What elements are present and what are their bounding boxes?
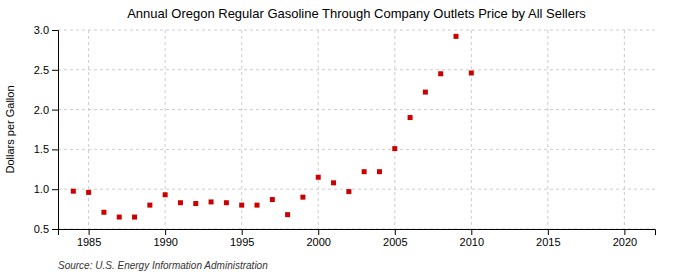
point (377, 169, 382, 174)
point (346, 189, 351, 194)
point (285, 212, 290, 217)
tick: 1.0 (34, 183, 58, 195)
point (423, 90, 428, 95)
point (316, 175, 321, 180)
tick-mark (89, 229, 90, 235)
tick-label: 2020 (613, 236, 637, 248)
grid (58, 30, 655, 229)
point (101, 210, 106, 215)
plot: 1985 1990 1995 2000 2005 2010 2015 2020 0.5 1.0 1.… (34, 24, 656, 248)
chart: 1985 1990 1995 2000 2005 2010 2015 2020 0.5 1.0 1.… (0, 0, 675, 275)
grid-line (58, 109, 655, 110)
point (193, 201, 198, 206)
tick: 0.5 (34, 223, 58, 235)
point (147, 203, 152, 208)
grid-line (318, 30, 319, 229)
tick-mark (52, 229, 58, 230)
point (86, 190, 91, 195)
point (132, 215, 137, 220)
tick-mark (624, 229, 625, 235)
tick-label: 2010 (460, 236, 484, 248)
tick: 1990 (153, 229, 177, 248)
point (392, 146, 397, 151)
tick: 1.5 (34, 143, 58, 155)
tick-mark (165, 229, 166, 235)
point (71, 189, 76, 194)
grid-line (624, 30, 625, 229)
point (408, 115, 413, 120)
tick: 1985 (77, 229, 101, 248)
tick-mark (318, 229, 319, 235)
grid-line (58, 30, 655, 31)
grid-line (241, 30, 242, 229)
tick: 3.0 (34, 24, 58, 36)
tick-label: 3.0 (34, 24, 49, 36)
grid-line (88, 30, 89, 229)
tick-mark (52, 149, 58, 150)
tick-mark (52, 189, 58, 190)
tick: 2000 (306, 229, 330, 248)
tick-mark (548, 229, 549, 235)
point (209, 199, 214, 204)
grid-line (58, 189, 655, 190)
tick: 2.5 (34, 64, 58, 76)
tick-label: 2000 (306, 236, 330, 248)
tick-label: 1985 (77, 236, 101, 248)
point (178, 200, 183, 205)
grid-line (471, 30, 472, 229)
y-axis: 0.5 1.0 1.5 2.0 2.5 3.0 (34, 24, 59, 235)
point (331, 180, 336, 185)
tick-label: 2005 (383, 236, 407, 248)
tick: 2020 (613, 229, 637, 248)
point (255, 203, 260, 208)
tick-mark (52, 70, 58, 71)
title: Annual Oregon Regular Gasoline Through C… (127, 6, 586, 21)
grid-line (547, 30, 548, 229)
axis-line (52, 31, 59, 230)
axis-line (59, 230, 656, 236)
grid-line (394, 30, 395, 229)
point (438, 71, 443, 76)
tick-mark (52, 30, 58, 31)
tick: 1995 (230, 229, 254, 248)
tick-label: 1.0 (34, 183, 49, 195)
tick-mark (395, 229, 396, 235)
tick-label: 2015 (536, 236, 560, 248)
tick-label: 1.5 (34, 143, 49, 155)
y-axis-title: Dollars per Gallon (4, 85, 16, 173)
point (117, 215, 122, 220)
tick-label: 1990 (153, 236, 177, 248)
point (224, 200, 229, 205)
grid-line (165, 30, 166, 229)
tick-label: 2.0 (34, 104, 49, 116)
point (163, 192, 168, 197)
point (469, 70, 474, 75)
points (71, 34, 474, 220)
point (362, 169, 367, 174)
tick-mark (242, 229, 243, 235)
tick-mark (471, 229, 472, 235)
grid-line (58, 149, 655, 150)
grid-line (58, 69, 655, 70)
point (239, 203, 244, 208)
point (270, 197, 275, 202)
tick-label: 2.5 (34, 64, 49, 76)
point (300, 195, 305, 200)
x-axis: 1985 1990 1995 2000 2005 2010 2015 2020 (59, 229, 656, 248)
tick-mark (52, 110, 58, 111)
tick: 2015 (536, 229, 560, 248)
annotation: Source: U.S. Energy Information Administ… (58, 260, 268, 271)
tick: 2005 (383, 229, 407, 248)
tick-label: 1995 (230, 236, 254, 248)
tick: 2010 (460, 229, 484, 248)
tick: 2.0 (34, 104, 58, 116)
tick-label: 0.5 (34, 223, 49, 235)
point (454, 34, 459, 39)
